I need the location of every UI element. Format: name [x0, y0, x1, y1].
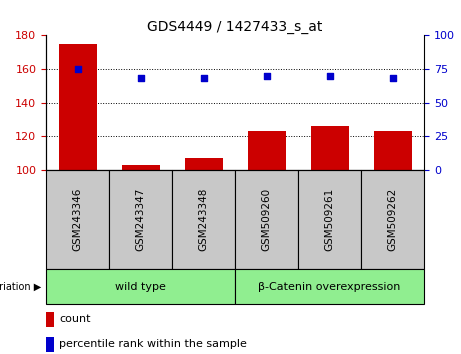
- Bar: [46, 337, 54, 352]
- Text: GSM509262: GSM509262: [388, 188, 398, 251]
- Bar: [311, 126, 349, 170]
- Point: [74, 66, 81, 72]
- Text: GSM243346: GSM243346: [72, 188, 83, 251]
- Text: wild type: wild type: [115, 282, 166, 292]
- Text: GSM243347: GSM243347: [136, 188, 146, 251]
- Bar: [59, 44, 96, 170]
- Bar: [46, 170, 109, 269]
- Bar: [248, 131, 285, 170]
- Bar: [109, 170, 172, 269]
- Bar: [122, 165, 160, 170]
- Bar: [46, 312, 54, 327]
- Point: [263, 73, 270, 79]
- Text: GSM243348: GSM243348: [199, 188, 209, 251]
- Text: percentile rank within the sample: percentile rank within the sample: [59, 339, 247, 349]
- Point: [137, 76, 144, 81]
- Title: GDS4449 / 1427433_s_at: GDS4449 / 1427433_s_at: [148, 21, 323, 34]
- Bar: [46, 269, 235, 304]
- Bar: [185, 158, 223, 170]
- Point: [389, 76, 396, 81]
- Text: GSM509260: GSM509260: [261, 188, 272, 251]
- Text: β-Catenin overexpression: β-Catenin overexpression: [259, 282, 401, 292]
- Bar: [298, 170, 361, 269]
- Point: [326, 73, 333, 79]
- Bar: [374, 131, 412, 170]
- Bar: [172, 170, 235, 269]
- Bar: [235, 269, 424, 304]
- Text: count: count: [59, 314, 90, 324]
- Text: GSM509261: GSM509261: [325, 188, 335, 251]
- Point: [200, 76, 207, 81]
- Bar: [235, 170, 298, 269]
- Bar: [361, 170, 424, 269]
- Text: genotype/variation ▶: genotype/variation ▶: [0, 282, 41, 292]
